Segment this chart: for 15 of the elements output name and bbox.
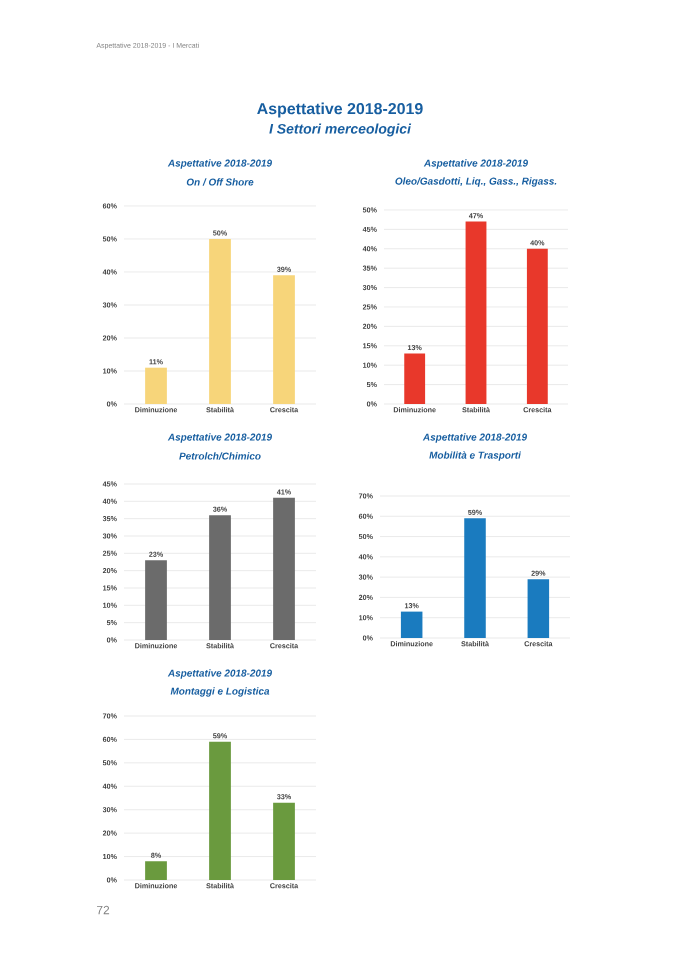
bar <box>209 741 231 880</box>
bar <box>404 353 426 404</box>
bar <box>273 497 295 640</box>
bar <box>273 275 295 404</box>
bar <box>400 611 423 638</box>
bar <box>526 248 548 404</box>
bar <box>209 515 231 640</box>
bar <box>145 861 167 880</box>
bar <box>465 221 487 404</box>
bar <box>145 367 167 404</box>
bar <box>527 579 550 638</box>
bar <box>273 802 295 880</box>
bar <box>209 238 231 404</box>
bar <box>464 518 486 638</box>
bar <box>145 560 167 640</box>
